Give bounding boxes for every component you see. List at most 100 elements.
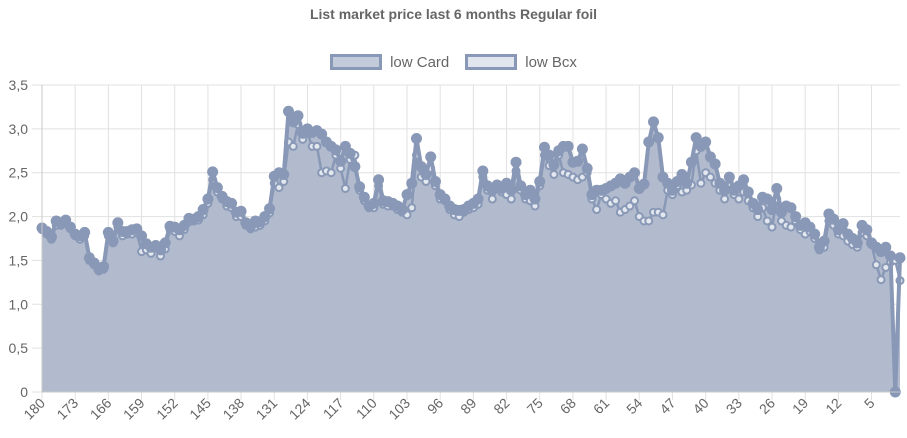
x-tick-label: 117 [320,395,347,422]
data-point-low-card [880,241,892,253]
data-point-low-card [283,105,294,117]
x-tick-label: 75 [524,395,546,417]
data-point-low-bcx [876,275,886,285]
data-point-low-card [809,228,821,240]
data-point-low-card [330,144,342,156]
data-point-low-card [197,204,209,216]
legend-item-low-bcx[interactable]: low Bcx [465,54,577,71]
x-tick-label: 54 [623,395,645,417]
x-tick-label: 131 [253,395,281,423]
x-tick-label: 5 [861,395,878,412]
data-point-low-card [629,167,641,179]
data-point-low-bcx [288,141,298,151]
data-point-low-card [543,149,555,161]
data-point-low-bcx [625,201,635,211]
data-point-low-card [529,193,541,205]
x-tick-label: 152 [153,395,181,423]
data-point-low-card [79,226,91,238]
data-point-low-bcx [734,194,744,204]
data-point-low-card [354,181,366,193]
data-point-low-card [136,230,148,242]
data-point-low-card [700,136,712,148]
data-point-low-bcx [592,205,602,215]
data-point-low-card [368,197,380,209]
x-tick-label: 82 [490,395,512,417]
data-point-low-card [681,177,693,189]
data-point-low-card [202,193,214,205]
data-point-low-card [358,191,370,203]
x-tick-label: 61 [590,395,612,417]
data-point-low-card [652,132,664,144]
data-point-low-card [538,141,550,153]
legend-label-low-bcx: low Bcx [525,53,577,71]
x-tick-label: 89 [457,395,479,417]
data-point-low-bcx [340,184,350,193]
data-point-low-card [344,147,356,159]
data-point-low-card [98,261,110,273]
data-point-low-card [752,204,764,216]
data-point-low-bcx [762,216,772,226]
data-point-low-card [349,161,361,173]
data-point-low-card [429,175,441,187]
data-point-low-card [373,174,385,186]
data-point-low-card [851,237,863,249]
data-point-low-card [112,217,124,229]
data-point-low-bcx [644,216,654,226]
data-point-low-card [666,184,678,196]
data-point-low-card [477,165,489,177]
x-tick-label: 19 [789,395,811,417]
legend-swatch-low-bcx [465,54,518,70]
y-tick-label: 1,0 [9,296,29,312]
data-point-low-card [837,218,849,230]
data-point-low-card [401,189,413,201]
data-point-low-card [790,211,802,223]
data-point-low-bcx [506,194,516,204]
x-tick-label: 110 [353,395,380,422]
x-tick-label: 103 [385,395,413,423]
legend-swatch-low-card [330,54,383,70]
x-tick-label: 12 [822,395,844,417]
data-point-low-card [894,252,906,264]
data-point-low-card [259,211,271,223]
data-point-low-card [723,171,735,183]
data-point-low-bcx [326,168,336,178]
data-point-low-card [648,116,659,128]
data-point-low-card [643,136,655,148]
data-point-low-card [396,204,408,216]
y-tick-label: 0 [20,384,28,400]
data-point-low-card [278,168,290,180]
data-point-low-card [45,231,57,243]
data-point-low-card [211,182,223,194]
data-point-low-card [719,184,731,196]
data-point-low-bcx [611,196,621,206]
x-tick-label: 40 [689,395,711,417]
data-point-low-card [828,213,840,225]
data-point-low-bcx [720,194,730,204]
y-tick-label: 3,0 [9,121,29,137]
data-point-low-card [102,226,114,238]
data-point-low-card [581,162,593,174]
x-tick-label: 124 [286,395,314,423]
data-point-low-card [690,132,702,144]
data-point-low-card [885,250,897,262]
y-tick-label: 2,0 [9,209,29,225]
data-point-low-card [638,178,650,190]
x-tick-label: 26 [756,395,778,417]
data-point-low-card [785,202,797,214]
data-point-low-card [742,186,754,198]
x-tick-label: 138 [219,395,247,423]
x-tick-label: 33 [723,395,745,417]
x-tick-label: 166 [87,395,115,423]
legend-item-low-card[interactable]: low Card [330,54,449,71]
x-tick-label: 47 [656,395,678,417]
data-point-low-card [572,155,584,167]
data-point-low-card [562,140,574,152]
data-point-low-card [738,174,750,186]
legend-label-low-card: low Card [390,53,450,71]
data-point-low-card [425,151,437,163]
data-point-low-card [406,177,418,189]
x-tick-label: 173 [53,395,81,423]
data-point-low-card [420,168,432,180]
y-tick-label: 2,5 [9,165,29,181]
data-point-low-bcx [658,210,668,220]
